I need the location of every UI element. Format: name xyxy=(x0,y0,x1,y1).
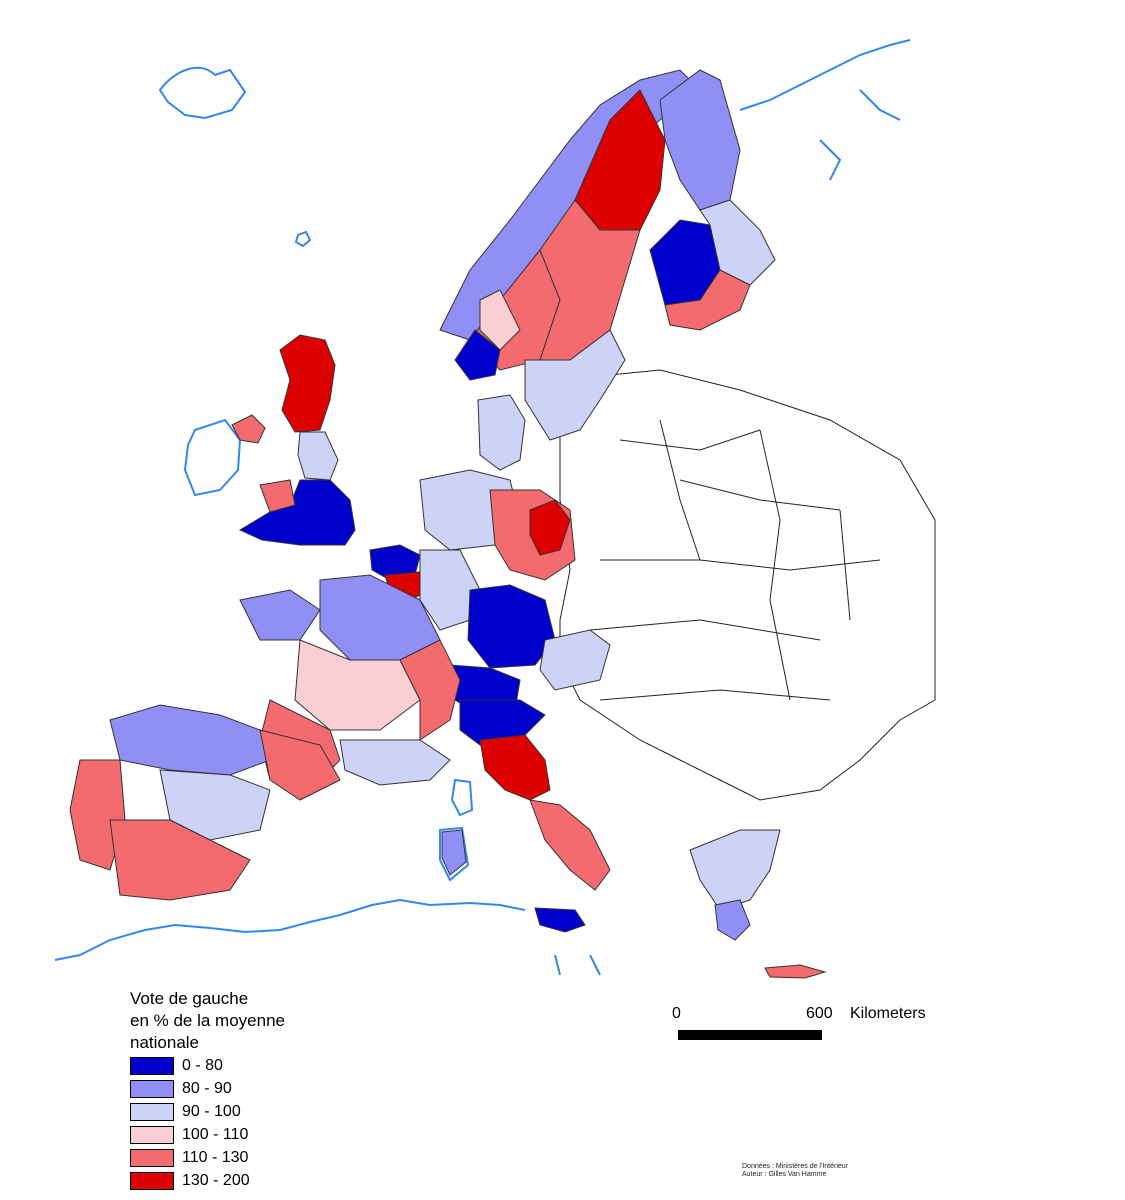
region-sweden-central xyxy=(539,199,641,361)
unshaded-eastern-europe xyxy=(559,369,936,801)
legend-swatch-5 xyxy=(130,1171,174,1190)
election-regions xyxy=(69,69,827,979)
legend-swatch-2 xyxy=(130,1102,174,1121)
legend-title-line1: Vote de gauche xyxy=(130,989,249,1008)
region-finland-east xyxy=(699,199,776,286)
legend-label-3: 100 - 110 xyxy=(182,1125,249,1143)
africa-coast xyxy=(54,898,601,976)
eastern-europe-land xyxy=(559,369,936,801)
region-norway-oslo xyxy=(454,329,501,381)
region-berlin xyxy=(529,499,571,556)
scale-unit-label: Kilometers xyxy=(850,1005,926,1022)
region-spain-catalonia xyxy=(259,729,341,801)
scale-bar-fill xyxy=(679,1031,821,1039)
region-england-south xyxy=(238,479,356,546)
region-northern-ireland xyxy=(231,414,266,444)
region-spain-north xyxy=(109,704,271,776)
region-denmark xyxy=(477,394,526,471)
region-austria xyxy=(539,629,611,691)
credits-author: Auteur : Gilles Van Hamme xyxy=(742,1171,827,1178)
legend-item-0: 0 - 80 xyxy=(130,1054,390,1077)
legend-item-2: 90 - 100 xyxy=(130,1100,390,1123)
region-italy-south xyxy=(529,799,611,891)
legend-label-5: 130 - 200 xyxy=(182,1171,250,1189)
legend-item-5: 130 - 200 xyxy=(130,1169,390,1192)
eastern-internal-borders xyxy=(589,419,881,701)
region-portugal xyxy=(69,759,126,871)
region-wales xyxy=(259,479,296,513)
legend-label-4: 110 - 130 xyxy=(182,1148,249,1166)
region-greece xyxy=(689,829,781,911)
legend-item-1: 80 - 90 xyxy=(130,1077,390,1100)
legend-label-2: 90 - 100 xyxy=(182,1102,241,1120)
credits: Données : Ministères de l'Intérieur Aute… xyxy=(742,1163,848,1179)
region-scotland xyxy=(279,334,336,433)
region-england-north xyxy=(297,431,339,481)
region-finland-north xyxy=(659,69,741,211)
scale-labels: 0 600 Kilometers xyxy=(672,1005,942,1027)
credits-data-source: Données : Ministères de l'Intérieur xyxy=(742,1163,848,1170)
scale-max-label: 600 xyxy=(806,1005,833,1022)
region-greece-south xyxy=(714,899,751,941)
region-france-southeast xyxy=(339,739,451,786)
outer-coastlines xyxy=(54,39,911,976)
region-sweden-south xyxy=(524,329,626,441)
legend-item-3: 100 - 110 xyxy=(130,1123,390,1146)
legend-swatch-3 xyxy=(130,1125,174,1144)
scale-bar-graphic xyxy=(678,1030,822,1040)
arctic-coast xyxy=(739,39,911,181)
scale-bar: 0 600 Kilometers xyxy=(672,1005,942,1040)
legend-item-4: 110 - 130 xyxy=(130,1146,390,1169)
region-sicily xyxy=(534,907,586,933)
iceland-hint xyxy=(294,230,312,248)
region-italy-centre xyxy=(479,734,551,801)
region-sardinia xyxy=(441,829,467,876)
region-brittany xyxy=(239,589,321,641)
legend-label-1: 80 - 90 xyxy=(182,1079,232,1097)
svalbard-coast xyxy=(158,66,247,120)
legend-title-line2: en % de la moyenne xyxy=(130,1011,285,1030)
region-crete xyxy=(764,964,827,979)
legend-swatch-0 xyxy=(130,1056,174,1075)
legend: Vote de gauche en % de la moyenne nation… xyxy=(130,988,390,1192)
scale-zero-label: 0 xyxy=(672,1005,681,1022)
legend-swatch-1 xyxy=(130,1079,174,1098)
legend-label-0: 0 - 80 xyxy=(182,1056,223,1074)
region-norway-east xyxy=(479,289,521,351)
legend-title-line3: nationale xyxy=(130,1033,200,1052)
mediterranean-islands-coast xyxy=(439,778,474,882)
legend-swatch-4 xyxy=(130,1148,174,1167)
region-france-centre xyxy=(294,639,421,731)
region-spain-south xyxy=(109,819,251,901)
region-france-east xyxy=(399,639,461,741)
ireland-coast xyxy=(183,418,242,497)
region-finland-south xyxy=(664,269,751,331)
